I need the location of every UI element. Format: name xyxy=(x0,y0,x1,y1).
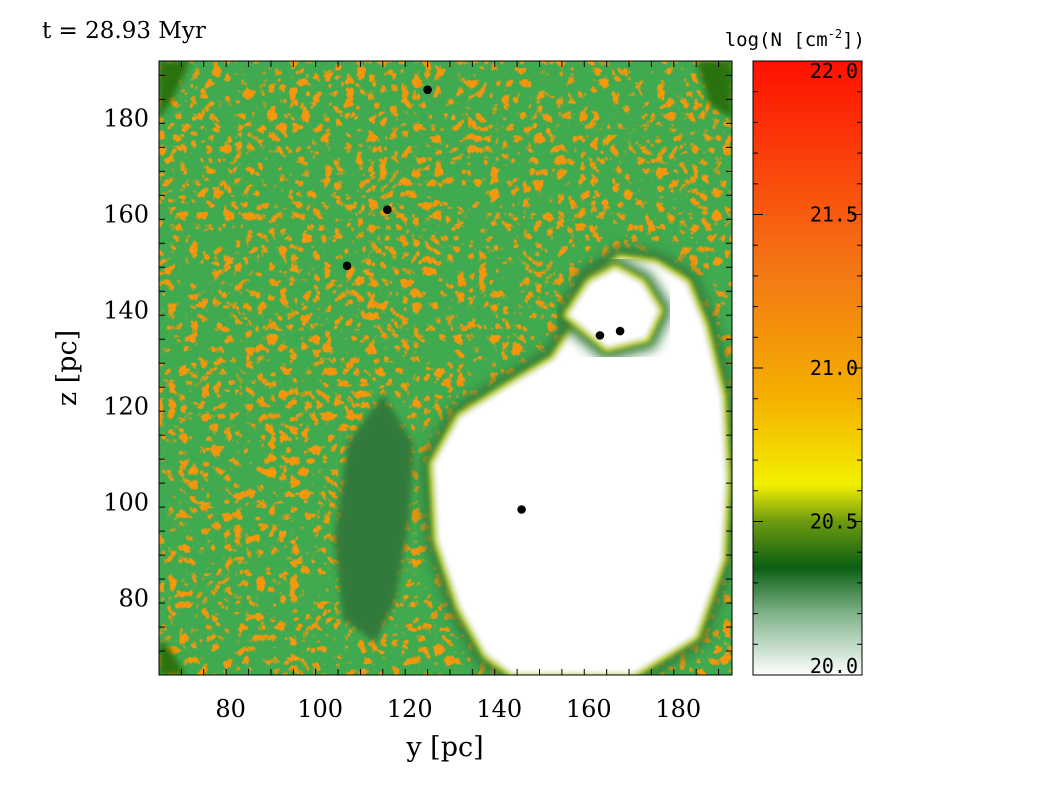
x-tick-label: 160 xyxy=(566,695,612,723)
y-axis-label: z [pc] xyxy=(52,330,83,406)
x-tick-label: 80 xyxy=(215,695,246,723)
x-tick-label: 180 xyxy=(655,695,701,723)
plot-frame xyxy=(158,60,733,676)
y-tick-label: 160 xyxy=(103,201,149,229)
source-point xyxy=(342,261,352,271)
source-point xyxy=(383,205,392,215)
colorbar-tick-label: 21.0 xyxy=(810,356,858,380)
y-tick-label: 100 xyxy=(103,488,149,516)
colorbar-tick-label: 21.5 xyxy=(810,203,858,227)
colorbar: log(N [cm-2]) 20.0 20.5 21.0 21.5 22.0 xyxy=(725,27,865,678)
corner-cavity xyxy=(696,61,732,119)
y-tick-label: 140 xyxy=(103,296,149,324)
chart-title: t = 28.93 Myr xyxy=(42,18,206,44)
x-axis-label: y [pc] xyxy=(405,732,483,763)
x-tick-label: 100 xyxy=(297,695,343,723)
colorbar-tick-label: 20.5 xyxy=(810,510,858,534)
source-point xyxy=(595,331,605,340)
source-point xyxy=(517,505,526,514)
colorbar-tick-label: 20.0 xyxy=(810,654,858,678)
upper-cavity xyxy=(551,254,673,361)
y-tick-label: 120 xyxy=(103,392,149,420)
source-point xyxy=(423,85,432,95)
colorbar-tick-label: 22.0 xyxy=(810,59,858,83)
corner-cavity xyxy=(159,61,191,119)
source-points xyxy=(342,85,625,514)
colorbar-label: log(N [cm-2]) xyxy=(725,27,865,51)
axis-ticks: 80 100 120 140 160 180 80 100 120 140 160 180 xyxy=(103,61,732,723)
y-tick-label: 80 xyxy=(118,584,149,612)
left-cavity xyxy=(334,394,414,643)
heatmap-plot: 80 100 120 140 160 180 80 100 120 140 160 180 xyxy=(103,60,733,723)
x-tick-label: 140 xyxy=(476,695,522,723)
y-tick-label: 180 xyxy=(103,105,149,133)
corner-cavity xyxy=(159,641,186,675)
x-tick-label: 120 xyxy=(387,695,433,723)
source-point xyxy=(615,326,625,336)
